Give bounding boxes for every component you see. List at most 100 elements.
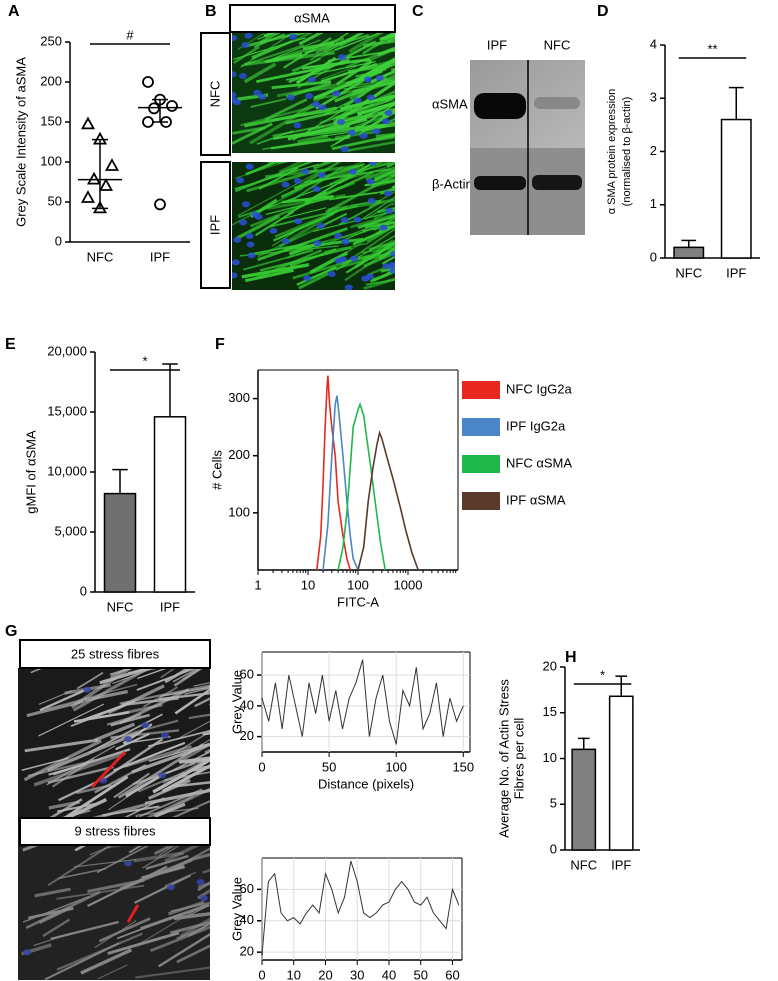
x-tick-label: 10 (287, 967, 301, 981)
nucleus (359, 132, 368, 139)
fibre (335, 59, 373, 86)
fibre (339, 40, 377, 61)
fibre (386, 35, 395, 44)
fibre (188, 713, 210, 720)
nucleus (317, 172, 326, 179)
fibre (172, 668, 201, 683)
fibre (381, 255, 395, 265)
nucleus (305, 93, 314, 100)
nucleus (232, 71, 237, 78)
panel-label: F (215, 336, 225, 353)
y-tick-label: 100 (228, 504, 250, 519)
fibre (164, 845, 202, 863)
fibre (128, 845, 144, 854)
nucleus (161, 732, 170, 739)
fibre (351, 80, 395, 97)
dot (98, 178, 114, 191)
fibre (289, 37, 356, 75)
nucleus (316, 222, 325, 229)
fibre (188, 904, 210, 916)
band (534, 97, 580, 109)
fibre (233, 37, 307, 60)
nucleus (390, 250, 395, 257)
y-tick-label: 60 (240, 881, 254, 896)
fibre (310, 41, 339, 61)
y-axis-label: Fibres per cell (511, 718, 526, 800)
y-tick-label: 5,000 (54, 523, 87, 538)
fibre (271, 225, 305, 247)
y-tick-label: 50 (48, 193, 62, 208)
nucleus (375, 74, 384, 81)
fibre (350, 213, 395, 229)
fibre (297, 134, 329, 144)
nucleus (286, 94, 295, 101)
fibre (242, 249, 314, 271)
y-tick-label: 100 (40, 153, 62, 168)
nucleus (239, 219, 248, 226)
fibre (245, 268, 294, 283)
nucleus (247, 252, 256, 259)
nucleus (363, 76, 372, 83)
bar (571, 748, 597, 851)
fibre (143, 794, 194, 821)
fibre (315, 59, 395, 110)
panel-label: A (8, 3, 20, 20)
x-tick-label: 50 (322, 759, 336, 774)
fibre (340, 94, 395, 111)
fibre (76, 671, 104, 690)
line (316, 375, 352, 571)
x-tick-label: NFC (107, 599, 134, 614)
legend-label: IPF αSMA (506, 492, 566, 507)
fibre (34, 887, 71, 898)
fibre (338, 162, 383, 185)
fibre (42, 918, 71, 938)
dot (80, 190, 96, 203)
nucleus (327, 271, 336, 278)
fibre (255, 210, 295, 237)
fibre (22, 895, 90, 923)
fibre (375, 90, 395, 102)
fibre (232, 126, 266, 135)
fibre (73, 858, 137, 868)
nucleus (385, 207, 394, 214)
x-tick-label: 0 (258, 759, 265, 774)
fibre (84, 690, 129, 702)
fibre (27, 760, 89, 777)
nucleus (244, 33, 253, 39)
fibre (207, 834, 210, 839)
fibre (157, 787, 210, 816)
fibre (117, 703, 163, 716)
nucleus (232, 34, 238, 41)
nucleus (141, 722, 150, 729)
nucleus (303, 275, 312, 282)
nucleus (245, 163, 254, 170)
fibre (92, 802, 147, 821)
y-tick-label: 1 (650, 196, 657, 211)
fibre (304, 34, 370, 55)
nucleus (313, 240, 322, 247)
fibre (94, 764, 147, 794)
x-tick-label: IPF (726, 265, 746, 280)
nucleus (288, 33, 297, 40)
header-box (229, 4, 396, 33)
fibre (257, 227, 348, 262)
nucleus (368, 162, 377, 166)
nucleus (383, 190, 392, 197)
nucleus (338, 256, 347, 263)
panel-label: D (597, 3, 609, 20)
fibre (312, 162, 334, 170)
y-tick-label: 2 (650, 143, 657, 158)
x-tick-label: NFC (570, 857, 597, 872)
fibre (236, 214, 281, 240)
line (322, 395, 359, 571)
fibre (281, 194, 334, 204)
x-tick-label: 100 (347, 577, 369, 592)
fibre (149, 925, 210, 952)
nucleus (353, 216, 362, 223)
fibre (243, 106, 337, 128)
fibre (294, 162, 391, 189)
fibre (56, 932, 143, 971)
dot (142, 76, 154, 88)
fibre (148, 778, 191, 800)
fibre (321, 125, 395, 137)
